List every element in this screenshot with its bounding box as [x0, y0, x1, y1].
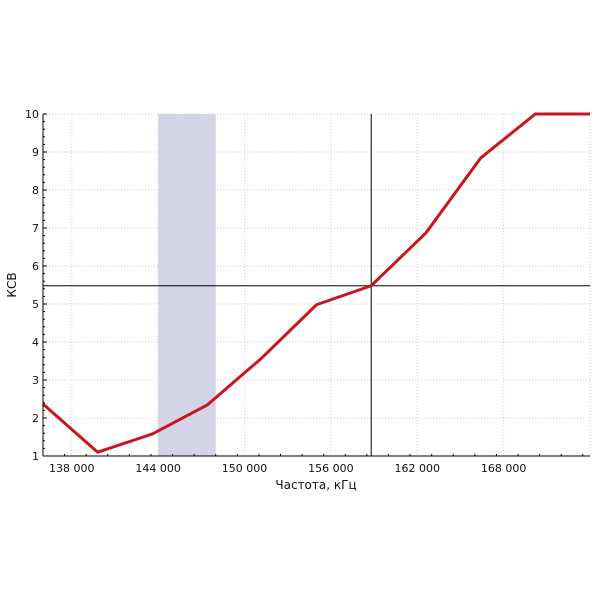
x-tick-label: 150 000	[222, 462, 268, 475]
y-tick-label: 1	[32, 450, 39, 463]
y-tick-label: 9	[32, 146, 39, 159]
y-tick-label: 10	[25, 108, 39, 121]
y-tick-label: 3	[32, 374, 39, 387]
y-tick-label: 4	[32, 336, 39, 349]
x-tick-label: 144 000	[135, 462, 181, 475]
vswr-line	[43, 114, 590, 452]
x-tick-label: 162 000	[395, 462, 441, 475]
y-tick-label: 2	[32, 412, 39, 425]
y-tick-label: 7	[32, 222, 39, 235]
y-tick-label: 8	[32, 184, 39, 197]
y-axis-label: КСВ	[5, 272, 19, 297]
x-tick-label: 138 000	[49, 462, 95, 475]
x-tick-label: 168 000	[481, 462, 527, 475]
x-axis-label: Частота, кГц	[275, 478, 356, 492]
y-tick-label: 5	[32, 298, 39, 311]
y-tick-label: 6	[32, 260, 39, 273]
x-tick-label: 156 000	[308, 462, 354, 475]
